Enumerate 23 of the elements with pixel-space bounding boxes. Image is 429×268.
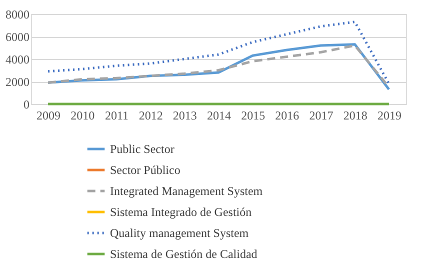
x-tick-label: 2019 [377,108,402,122]
x-tick-label: 2016 [275,108,300,122]
legend-label: Public Sector [110,142,174,156]
x-tick-label: 2015 [241,108,266,122]
legend-label: Quality management System [110,226,250,240]
y-tick-label: 6000 [6,30,30,44]
x-tick-label: 2018 [343,108,368,122]
y-tick-label: 8000 [6,8,30,22]
x-tick-label: 2009 [36,108,61,122]
y-tick-label: 2000 [6,75,30,89]
line-series [46,20,390,85]
x-tick-label: 2013 [172,108,197,122]
legend-label: Sistema de Gestión de Calidad [110,247,258,261]
x-tick-label: 2011 [104,108,129,122]
y-tick-label: 4000 [6,52,30,66]
legend-label: Sistema Integrado de Gestión [110,205,252,219]
legend-label: Sector Público [110,163,180,177]
legend-label: Integrated Management System [110,184,264,198]
x-tick-label: 2014 [207,108,231,122]
y-tick-label: 0 [24,98,30,112]
x-tick-label: 2010 [70,108,95,122]
x-tick-label: 2012 [138,108,163,122]
x-tick-label: 2017 [309,108,334,122]
